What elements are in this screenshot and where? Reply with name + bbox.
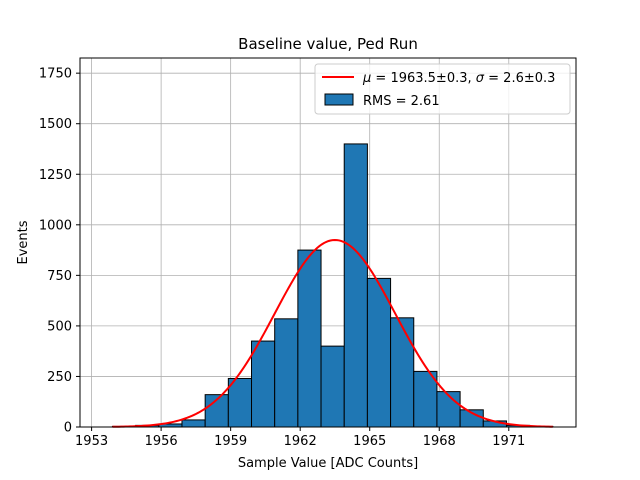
- histogram-bar: [343, 143, 368, 428]
- legend-rms-swatch: [324, 93, 354, 106]
- x-tick-label: 1968: [423, 434, 456, 449]
- gaussian-fit-curve: [112, 238, 553, 428]
- x-tick-label: 1965: [353, 434, 386, 449]
- legend-sigma-symbol: σ: [476, 71, 485, 86]
- x-axis-label: Sample Value [ADC Counts]: [238, 456, 418, 471]
- legend: μ = 1963.5±0.3, σ = 2.6±0.3 RMS = 2.61: [314, 63, 571, 115]
- y-tick-label: 1500: [39, 117, 72, 132]
- y-tick-label: 1750: [39, 67, 72, 82]
- x-tick-label: 1956: [145, 434, 178, 449]
- y-tick-label: 1250: [39, 168, 72, 183]
- chart-title: Baseline value, Ped Run: [238, 35, 418, 53]
- y-tick-label: 0: [64, 421, 72, 436]
- histogram-bar: [366, 277, 392, 428]
- axes-frame: [79, 57, 577, 428]
- y-tick-label: 750: [47, 269, 72, 284]
- histogram-bar: [251, 340, 276, 428]
- histogram-bar: [436, 391, 461, 428]
- histogram-bar: [320, 345, 345, 428]
- y-tick-label: 500: [47, 319, 72, 334]
- y-tick-label: 250: [47, 370, 72, 385]
- x-tick-label: 1962: [284, 434, 317, 449]
- legend-sigma-value: = 2.6±0.3: [484, 71, 555, 86]
- y-tick-label: 1000: [39, 218, 72, 233]
- x-axis-ticks: 1953 1956 1959 1962 1965 1968 1971: [75, 427, 525, 449]
- histogram-bar: [413, 370, 438, 428]
- histogram-bar: [390, 317, 415, 428]
- y-axis-ticks: 0 250 500 750 1000 1250 1500 1750: [39, 67, 80, 436]
- legend-rms-label: RMS = 2.61: [363, 94, 440, 109]
- x-tick-label: 1971: [492, 434, 525, 449]
- y-axis-label: Events: [16, 220, 31, 264]
- legend-fit-label: μ = 1963.5±0.3, σ = 2.6±0.3: [362, 71, 555, 86]
- histogram-bar: [274, 318, 299, 428]
- x-tick-label: 1959: [214, 434, 247, 449]
- legend-box: [314, 63, 571, 115]
- histogram-bar: [181, 419, 206, 428]
- x-tick-label: 1953: [75, 434, 108, 449]
- histogram-bar: [227, 377, 253, 428]
- histogram-bar: [297, 249, 322, 428]
- legend-mu-value: = 1963.5±0.3,: [371, 71, 475, 86]
- legend-mu-symbol: μ: [362, 71, 371, 86]
